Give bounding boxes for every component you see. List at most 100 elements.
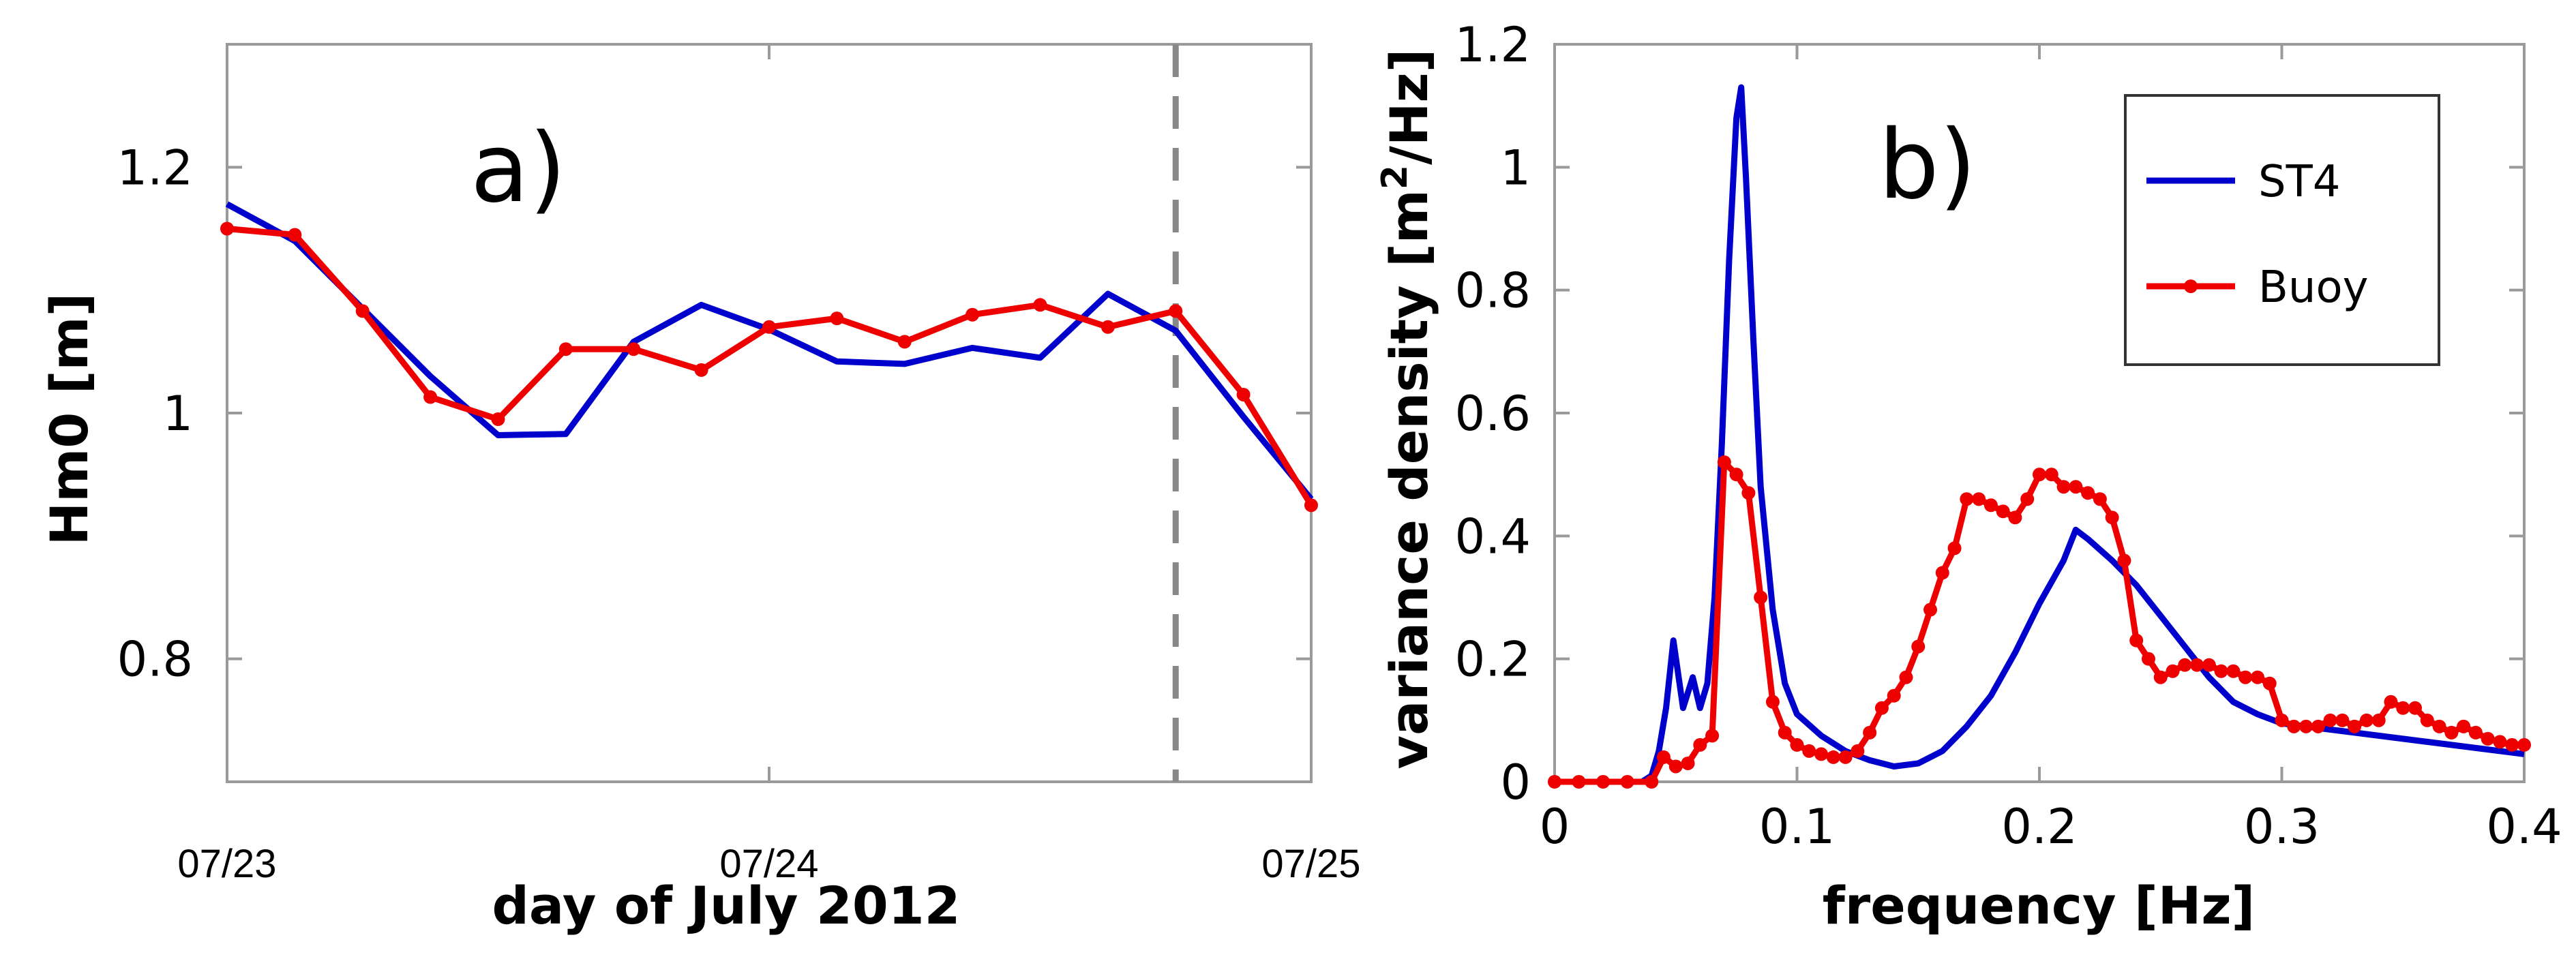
panel-a-ticks xyxy=(226,44,1313,782)
panel-b-buoy-point xyxy=(2056,480,2071,494)
panel-b-x-tick-label: 0.4 xyxy=(2486,799,2562,855)
panel-a-y-tick-labels: 0.8 1 1.2 xyxy=(117,140,193,687)
panel-b-buoy-point xyxy=(1596,775,1611,789)
panel-b-chart: 0 0.1 0.2 0.3 0.4 0 0.2 0.4 0.6 0.8 1 1.2 b) frequ… xyxy=(1375,17,2562,936)
panel-a-chart: 07/23 07/24 07/25 0.8 1 1.2 a) day of July 2… xyxy=(39,43,1361,936)
panel-b-buoy-point xyxy=(1802,744,1816,758)
panel-b-y-tick-label: 0.8 xyxy=(1455,263,1531,319)
panel-b-buoy-point xyxy=(2033,468,2046,482)
panel-b-buoy-point xyxy=(1572,775,1586,789)
panel-b-buoy-point xyxy=(2359,713,2373,727)
panel-b-x-tick-label: 0 xyxy=(1540,799,1570,855)
panel-b-x-tick-label: 0.2 xyxy=(2001,799,2077,855)
panel-b-buoy-point xyxy=(2335,713,2350,727)
panel-b-buoy-point xyxy=(2141,652,2155,666)
panel-b-buoy-point xyxy=(1765,695,1780,709)
panel-a-buoy-point xyxy=(830,311,844,326)
panel-b-buoy-point xyxy=(1911,639,1926,654)
panel-b-x-tick-label: 0.3 xyxy=(2244,799,2320,855)
legend-box xyxy=(2124,94,2440,366)
panel-b-buoy-point xyxy=(1778,725,1792,740)
panel-b-buoy-point xyxy=(1899,670,1913,684)
panel-b-y-tick-label: 1.2 xyxy=(1455,17,1531,73)
panel-a-series xyxy=(220,201,1318,513)
legend-st4-label: ST4 xyxy=(2258,157,2340,207)
panel-b-buoy-point xyxy=(1717,455,1731,470)
panel-b-buoy-point xyxy=(2129,633,2144,648)
panel-b-x-axis-label: frequency [Hz] xyxy=(1823,875,2256,936)
panel-b-buoy-point xyxy=(1814,747,1829,761)
panel-b-buoy-point xyxy=(1947,541,1962,555)
panel-b-buoy-point xyxy=(2468,725,2483,740)
panel-b-buoy-point xyxy=(2153,670,2168,684)
panel-a-x-axis-label: day of July 2012 xyxy=(492,875,960,936)
panel-b-buoy-point xyxy=(2457,719,2471,733)
panel-a-x-tick-label: 07/24 xyxy=(719,842,818,886)
panel-b-buoy-point xyxy=(2069,480,2083,494)
panel-a-buoy-point xyxy=(1236,387,1250,401)
panel-b-buoy-point xyxy=(2166,664,2180,678)
panel-a-buoy-point xyxy=(965,307,980,322)
panel-a-x-tick-labels: 07/23 07/24 07/25 xyxy=(177,842,1360,886)
panel-a-buoy-point xyxy=(355,304,370,318)
panel-b-buoy-point xyxy=(2008,511,2022,525)
panel-a-buoy-point xyxy=(1033,298,1047,312)
panel-b-buoy-point xyxy=(1754,590,1768,605)
panel-a-buoy-point xyxy=(627,342,641,356)
panel-b-buoy-point xyxy=(1826,750,1840,764)
panel-b-buoy-point xyxy=(2226,664,2241,678)
panel-b-buoy-point xyxy=(2081,486,2095,500)
legend-buoy-label: Buoy xyxy=(2258,262,2369,313)
panel-b-buoy-point xyxy=(2202,658,2216,672)
panel-b-y-tick-labels: 0 0.2 0.4 0.6 0.8 1 1.2 xyxy=(1455,17,1531,810)
panel-b-buoy-point xyxy=(2299,719,2313,733)
panel-a-buoy-point xyxy=(1304,498,1318,513)
panel-b-buoy-point xyxy=(1863,725,1877,740)
panel-b-buoy-point xyxy=(2105,511,2119,525)
y-label-main: variance density [m xyxy=(1379,189,1439,769)
panel-b-buoy-point xyxy=(2384,695,2398,709)
panel-b-buoy-point xyxy=(2420,713,2434,727)
panel-b-buoy-point xyxy=(2093,492,2107,506)
panel-b-buoy-point xyxy=(1741,486,1756,500)
panel-b-buoy-point xyxy=(1620,775,1634,789)
panel-b-buoy-point xyxy=(2348,719,2362,733)
panel-b-buoy-point xyxy=(2396,701,2410,715)
panel-b-buoy-point xyxy=(1656,750,1671,764)
panel-b-buoy-point xyxy=(2311,719,2325,733)
panel-b-buoy-point xyxy=(2238,670,2253,684)
panel-b-buoy-point xyxy=(1645,775,1659,789)
panel-b-x-tick-labels: 0 0.1 0.2 0.3 0.4 xyxy=(1540,799,2562,855)
panel-b-buoy-point xyxy=(2117,553,2131,568)
panel-b-buoy-point xyxy=(1705,729,1720,743)
panel-b-buoy-point xyxy=(1996,504,2010,519)
panel-b-buoy-point xyxy=(1790,737,1804,752)
panel-a-axes-frame xyxy=(226,43,1313,783)
panel-b-buoy-point xyxy=(2020,492,2035,506)
panel-b-buoy-point xyxy=(2044,468,2058,482)
panel-a-buoy-point xyxy=(491,412,505,427)
panel-b-buoy-point xyxy=(1972,492,1986,506)
panel-b-y-axis-label: variance density [m2/Hz] xyxy=(1375,49,1439,770)
panel-b-buoy-point xyxy=(1923,603,1938,617)
panel-a-buoy-point xyxy=(220,222,234,236)
panel-a-buoy-point xyxy=(762,320,776,334)
panel-b-series xyxy=(1548,84,2531,789)
panel-b-buoy-point xyxy=(2190,658,2204,672)
legend: ST4 Buoy xyxy=(2124,94,2440,366)
panel-b-y-tick-label: 0.2 xyxy=(1455,632,1531,688)
panel-b-y-tick-label: 0.6 xyxy=(1455,386,1531,442)
panel-b-buoy-point xyxy=(1874,701,1889,715)
panel-b-label: b) xyxy=(1878,110,1977,221)
panel-b-ticks xyxy=(1553,43,2526,783)
panel-a-buoy-point xyxy=(694,363,708,377)
panel-b-y-tick-label: 1 xyxy=(1500,140,1531,196)
panel-a-x-tick-label: 07/23 xyxy=(177,842,276,886)
panel-b-series-st4-line xyxy=(1640,84,2525,785)
panel-b-buoy-point xyxy=(2408,701,2423,715)
panel-a-x-tick-label: 07/25 xyxy=(1261,842,1360,886)
panel-b-buoy-point xyxy=(1887,688,1901,703)
panel-a-y-tick-label: 1 xyxy=(162,386,193,442)
panel-b-buoy-point xyxy=(2481,731,2495,746)
panel-b-buoy-point xyxy=(2323,713,2337,727)
